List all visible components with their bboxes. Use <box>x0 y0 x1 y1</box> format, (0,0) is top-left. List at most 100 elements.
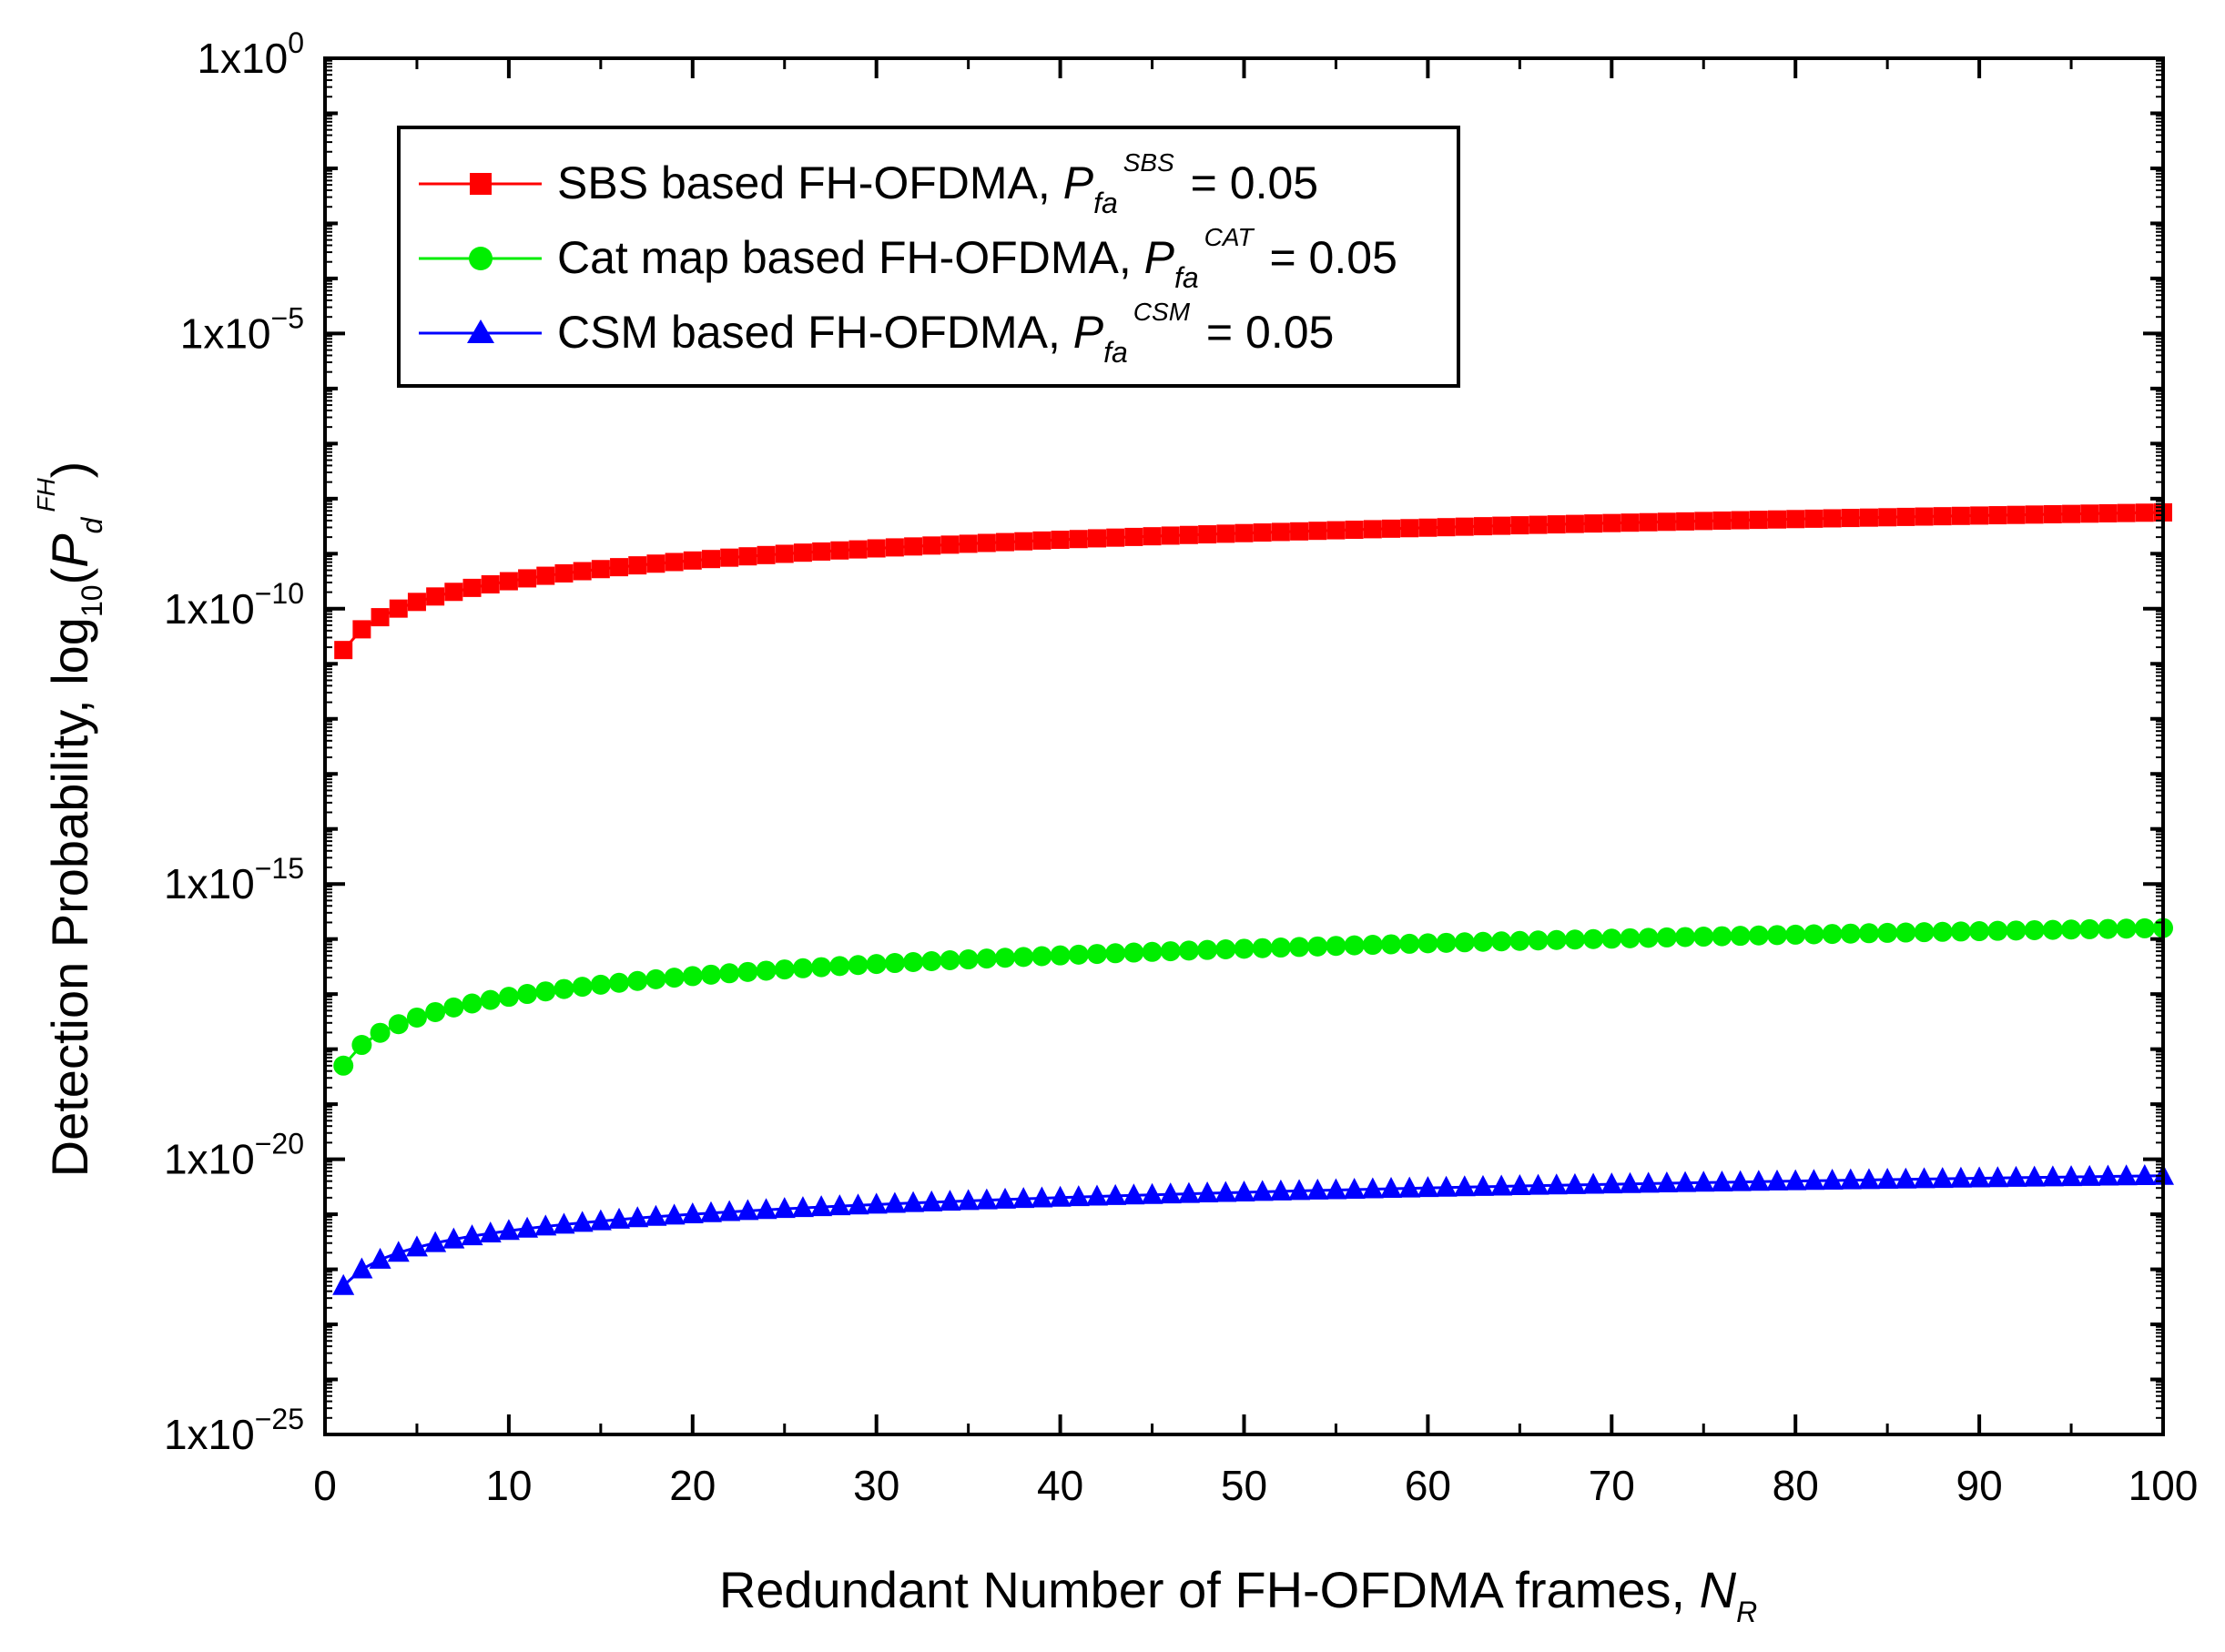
data-point-circle <box>388 1014 409 1035</box>
data-point-triangle <box>1251 1180 1274 1201</box>
data-point-circle <box>2006 920 2027 941</box>
data-point-triangle <box>957 1189 980 1211</box>
data-point-triangle <box>1968 1166 1991 1188</box>
data-point-square <box>2062 504 2081 523</box>
data-point-circle <box>1344 935 1365 956</box>
data-point-square <box>1768 510 1787 529</box>
data-point-circle <box>774 959 795 980</box>
data-point-triangle <box>1343 1177 1366 1199</box>
data-point-square <box>2098 503 2118 522</box>
data-point-triangle <box>2097 1164 2119 1186</box>
data-point-square <box>389 599 408 618</box>
data-point-square <box>352 620 371 639</box>
data-point-triangle <box>1233 1180 1255 1201</box>
data-point-triangle <box>1545 1173 1568 1195</box>
data-point-circle <box>1013 947 1034 968</box>
data-point-circle <box>700 964 721 985</box>
data-point-square <box>1712 511 1732 530</box>
data-point-circle <box>2116 918 2137 939</box>
data-point-circle <box>2042 919 2063 940</box>
data-point-square <box>940 535 960 554</box>
data-point-square <box>701 550 720 569</box>
data-point-triangle <box>1214 1181 1237 1202</box>
data-point-circle <box>792 958 813 978</box>
x-tick-label: 10 <box>485 1462 532 1509</box>
data-point-circle <box>1270 937 1291 958</box>
data-point-square <box>536 566 555 585</box>
legend-box <box>397 126 1460 388</box>
data-point-circle <box>1638 927 1659 948</box>
data-point-triangle <box>479 1221 502 1242</box>
data-point-square <box>1363 520 1382 539</box>
data-point-circle <box>1399 933 1420 954</box>
data-point-circle <box>498 987 519 1008</box>
data-point-square <box>1198 525 1217 544</box>
data-point-triangle <box>1986 1166 2009 1188</box>
data-point-circle <box>664 968 685 988</box>
data-point-square <box>646 554 665 573</box>
data-point-square <box>720 548 739 567</box>
data-point-circle <box>370 1022 391 1043</box>
data-point-circle <box>1234 938 1255 959</box>
data-point-square <box>426 587 445 606</box>
series-square <box>334 502 2172 660</box>
data-point-triangle <box>1471 1174 1494 1196</box>
data-point-triangle <box>1177 1181 1200 1203</box>
legend-marker-sbs <box>470 173 492 195</box>
data-point-circle <box>1142 941 1163 962</box>
data-point-square <box>628 556 647 575</box>
data-point-circle <box>1895 922 1916 943</box>
data-point-circle <box>976 948 997 969</box>
data-point-square <box>462 578 482 597</box>
data-point-square <box>1051 531 1070 550</box>
data-point-square <box>1547 515 1566 534</box>
data-point-circle <box>1748 925 1769 946</box>
data-point-circle <box>1068 944 1089 965</box>
data-point-circle <box>1086 944 1107 965</box>
x-tick-label: 90 <box>1956 1462 2003 1509</box>
data-point-triangle <box>1803 1169 1825 1191</box>
data-point-triangle <box>645 1204 667 1226</box>
x-tick-label: 60 <box>1405 1462 1451 1509</box>
data-point-triangle <box>1031 1186 1053 1208</box>
data-point-square <box>848 540 868 559</box>
data-point-circle <box>1969 921 1990 942</box>
data-point-circle <box>1509 930 1530 951</box>
data-point-triangle <box>1766 1169 1789 1191</box>
data-point-circle <box>1858 923 1879 944</box>
data-point-circle <box>1620 927 1641 948</box>
data-point-triangle <box>1949 1166 1972 1188</box>
x-tick-label: 100 <box>2128 1462 2199 1509</box>
data-point-circle <box>1123 942 1144 963</box>
data-point-triangle <box>608 1207 631 1229</box>
y-tick-label: 1x100 <box>197 26 304 82</box>
data-point-triangle <box>1913 1167 1935 1189</box>
legend-entry-sbs: SBS based FH-OFDMA, PfaSBS = 0.05 <box>419 148 1318 219</box>
data-point-triangle <box>1325 1178 1347 1200</box>
legend: SBS based FH-OFDMA, PfaSBS = 0.05 Cat ma… <box>397 126 1460 388</box>
data-point-circle <box>1472 931 1493 952</box>
data-point-square <box>1492 516 1511 535</box>
data-point-square <box>1271 522 1290 542</box>
data-point-triangle <box>1361 1177 1384 1199</box>
data-point-triangle <box>1619 1171 1641 1193</box>
data-point-circle <box>1601 928 1622 949</box>
data-point-square <box>1970 506 1989 525</box>
data-point-square <box>1473 517 1492 536</box>
data-point-square <box>683 551 702 570</box>
data-point-square <box>1345 520 1364 539</box>
data-point-square <box>996 532 1015 552</box>
data-point-square <box>334 641 353 660</box>
data-point-triangle <box>755 1198 777 1220</box>
data-point-triangle <box>1839 1168 1862 1190</box>
data-point-triangle <box>737 1199 759 1221</box>
data-point-triangle <box>351 1257 373 1279</box>
data-point-circle <box>1656 927 1677 948</box>
data-point-triangle <box>1876 1168 1899 1190</box>
legend-entry-csm: CSM based FH-OFDMA, PfaCSM = 0.05 <box>419 298 1334 369</box>
data-point-triangle <box>1729 1170 1752 1191</box>
data-point-triangle <box>589 1209 612 1231</box>
data-point-square <box>1087 529 1106 548</box>
data-point-triangle <box>553 1212 575 1234</box>
